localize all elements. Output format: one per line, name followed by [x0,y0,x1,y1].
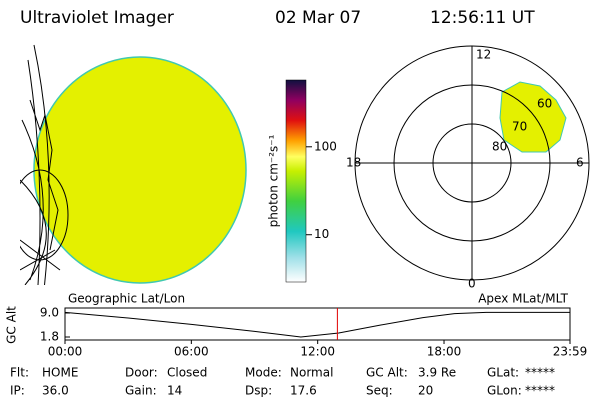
status-value: 36.0 [42,384,69,398]
status-value: 17.6 [290,384,317,398]
timeline-right-title: Apex MLat/MLT [478,292,568,306]
status-label: Seq: [366,384,393,398]
polar-plot [354,45,590,281]
status-label: GLat: [487,366,519,380]
status-label: Flt: [10,366,29,380]
status-label: IP: [10,384,25,398]
status-value: 3.9 Re [418,366,456,380]
status-value: ***** [525,366,555,380]
y-tick-label: 9.0 [40,306,59,320]
status-label: Gain: [125,384,157,398]
uv-image [20,44,247,285]
status-value: Closed [167,366,207,380]
y-tick-label: 1.8 [40,330,59,344]
status-label: GLon: [487,384,522,398]
gc-alt-line [64,311,570,338]
timeline-ylabel: GC Alt [5,306,19,344]
mlt-label: 6 [576,156,584,170]
time: 12:56:11 UT [430,8,535,28]
timeline-left-title: Geographic Lat/Lon [68,292,185,306]
mlt-label: 12 [476,48,491,62]
x-tick-label: 12:00 [300,345,335,359]
x-tick-label: 06:00 [174,345,209,359]
status-label: Door: [125,366,158,380]
status-value: 14 [167,384,182,398]
title: Ultraviolet Imager [20,8,174,28]
colorbar-label: photon cm⁻²s⁻¹ [267,134,281,227]
status-value: Normal [290,366,333,380]
colorbar-tick-label: 10 [314,227,329,241]
status-value: ***** [525,384,555,398]
status-label: GC Alt: [366,366,408,380]
mlt-label: 0 [468,277,476,291]
date: 02 Mar 07 [275,8,361,28]
colorbar [285,79,307,283]
x-tick-label: 23:59 [553,345,588,359]
status-value: HOME [42,366,78,380]
lat-label: 80 [492,140,507,154]
mlt-label: 18 [346,156,361,170]
colorbar-tick-label: 100 [314,139,337,153]
status-value: 20 [418,384,433,398]
status-label: Mode: [245,366,282,380]
x-tick-label: 00:00 [48,345,83,359]
x-tick-label: 18:00 [427,345,462,359]
lat-label: 60 [537,97,552,111]
lat-label: 70 [512,120,527,134]
status-label: Dsp: [245,384,272,398]
